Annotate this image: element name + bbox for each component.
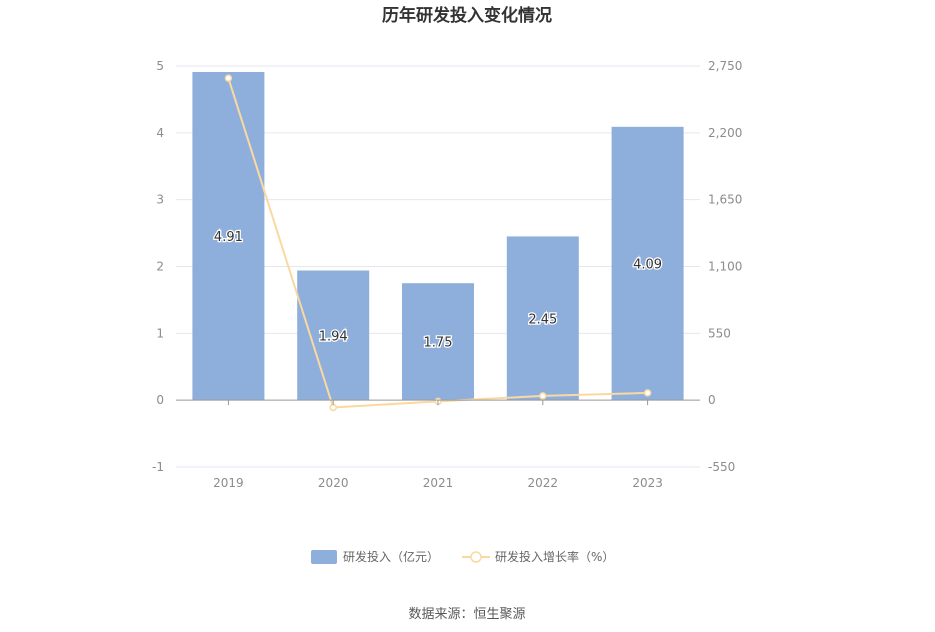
y-left-tick-label: 3 [156, 193, 164, 207]
bar-value-label: 4.09 [633, 257, 662, 272]
x-tick-label: 2019 [213, 476, 244, 490]
line-point[interactable] [643, 389, 652, 397]
y-left-tick-label: -1 [152, 460, 164, 474]
x-tick-label: 2023 [632, 476, 663, 490]
bar[interactable] [611, 126, 684, 401]
y-right-tick-label: 0 [708, 393, 716, 407]
bar-series [192, 72, 684, 401]
y-left-tick-label: 2 [156, 260, 164, 274]
legend-line-marker [470, 551, 482, 563]
axes: -1 0 1 2 3 4 5 -550 0 550 1,100 1,650 2,200 2,750 2019… [152, 59, 742, 490]
line-point[interactable] [539, 392, 547, 400]
legend-line-label: 研发投入增长率（%） [495, 549, 614, 564]
line-point[interactable] [224, 74, 233, 82]
bar[interactable] [402, 283, 474, 401]
y-left-tick-label: 5 [156, 59, 164, 73]
bar-value-label: 1.94 [319, 329, 348, 344]
legend-bar-swatch[interactable] [311, 550, 337, 564]
x-tick-label: 2022 [528, 476, 559, 490]
bar[interactable] [192, 72, 265, 401]
bar-value-label: 2.45 [528, 312, 557, 327]
y-right-tick-label: 2,750 [708, 59, 742, 73]
y-left-tick-label: 1 [156, 326, 164, 340]
y-left-tick-label: 4 [156, 126, 164, 140]
line-point[interactable] [329, 403, 337, 412]
bar-value-label: 1.75 [424, 336, 453, 351]
x-tick-label: 2020 [318, 476, 349, 490]
chart-title: 历年研发投入变化情况 [382, 5, 552, 26]
bar-value-label: 4.91 [214, 230, 243, 245]
legend[interactable]: 研发投入（亿元） 研发投入增长率（%） [311, 549, 614, 564]
data-labels: 4.91 1.94 1.75 2.45 4.09 [213, 229, 664, 352]
source-note: 数据来源：恒生聚源 [408, 607, 525, 622]
legend-bar-label: 研发投入（亿元） [343, 549, 439, 564]
x-tick-label: 2021 [423, 476, 454, 490]
y-left-tick-label: 0 [156, 393, 164, 407]
bar[interactable] [506, 236, 579, 401]
y-right-tick-label: 1,100 [708, 260, 742, 274]
y-right-tick-label: -550 [708, 460, 735, 474]
y-right-tick-label: 550 [708, 326, 731, 340]
y-right-tick-label: 2,200 [708, 126, 742, 140]
y-right-tick-label: 1,650 [708, 193, 742, 207]
